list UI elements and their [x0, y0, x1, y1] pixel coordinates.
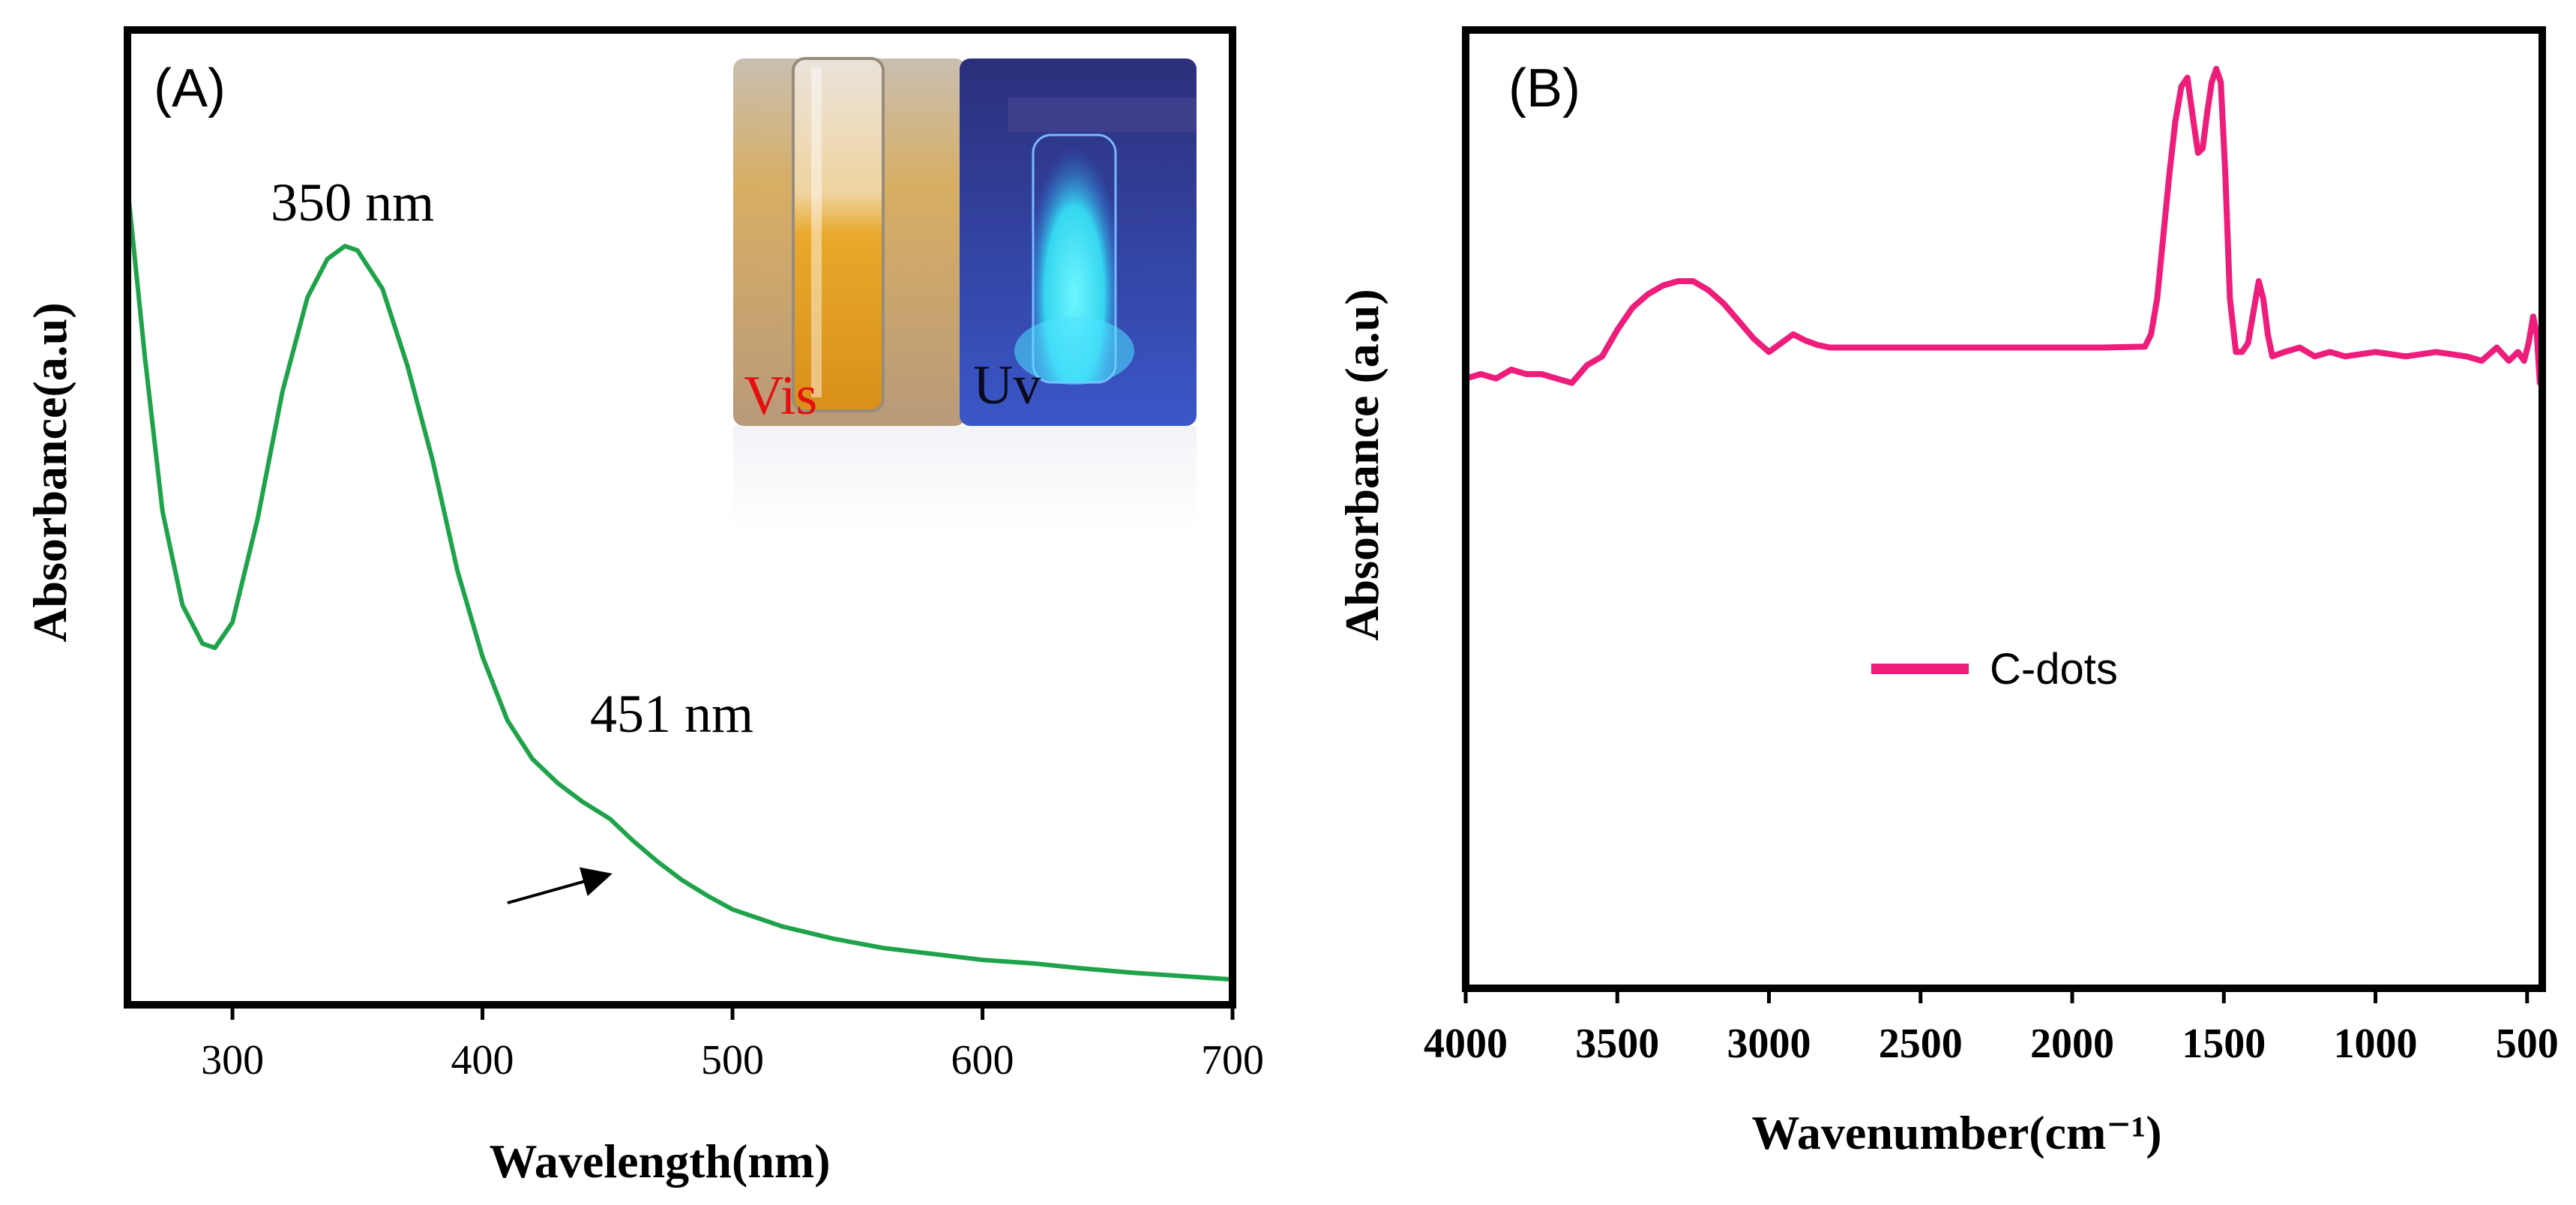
uv-holder-bar [1008, 97, 1197, 132]
x-tick-label-2000: 2000 [2030, 1021, 2114, 1067]
ftir-c-dots-line-0 [1463, 65, 2543, 386]
legend-label-c-dots: C-dots [1990, 645, 2118, 694]
y-axis-label-b: Absorbance (a.u) [1335, 289, 1388, 640]
x-axis-label-a: Wavelength(nm) [489, 1135, 830, 1188]
panel-a-label: (A) [154, 58, 226, 118]
vis-label: Vis [744, 365, 817, 427]
legend-b: C-dots [1871, 645, 2118, 694]
panel-b: (B) 4000 3500 3000 2500 2000 1500 1000 500 Wave… [1335, 26, 2559, 1159]
x-tick-label-700: 700 [1201, 1037, 1264, 1084]
inset-reflection-fade [733, 426, 1197, 531]
vis-tube-highlight [811, 67, 822, 397]
x-axis-ticks-a: 300 400 500 600 700 [201, 1005, 1264, 1084]
plot-frame-a [124, 26, 1236, 1009]
x-tick-label-3500: 3500 [1575, 1021, 1659, 1067]
shoulder-arrow [507, 867, 613, 905]
x-tick-label-500: 500 [2496, 1021, 2559, 1067]
y-axis-label-a: Absorbance(a.u) [23, 302, 76, 642]
peak-annotation-350: 350 nm [271, 172, 434, 232]
plot-area-b [1463, 65, 2543, 386]
x-tick-label-1500: 1500 [2182, 1021, 2266, 1067]
uv-tube-glow [1014, 317, 1134, 385]
vis-test-tube [792, 57, 885, 412]
x-tick-label-600: 600 [951, 1037, 1014, 1084]
plot-frame-b [1462, 26, 2546, 992]
panel-a: (A) Vis Uv 300 400 500 600 700 Wavelength(nm… [23, 26, 1264, 1188]
x-tick-label-400: 400 [451, 1037, 514, 1084]
x-tick-label-2500: 2500 [1879, 1021, 1963, 1067]
x-tick-label-300: 300 [201, 1037, 264, 1084]
x-axis-ticks-b: 4000 3500 3000 2500 2000 1500 1000 500 [1424, 988, 2559, 1067]
plot-area-a [125, 184, 1235, 982]
panel-b-label: (B) [1508, 58, 1580, 118]
x-axis-label-b: Wavenumber(cm⁻¹) [1751, 1106, 2161, 1159]
x-tick-label-3000: 3000 [1727, 1021, 1811, 1067]
inset-photo: Vis Uv [733, 57, 1197, 531]
x-tick-label-500: 500 [701, 1037, 764, 1084]
x-tick-label-1000: 1000 [2334, 1021, 2418, 1067]
x-tick-label-4000: 4000 [1424, 1021, 1508, 1067]
shoulder-annotation-451: 451 nm [590, 684, 753, 744]
absorbance-uvvis-line-0 [125, 184, 1235, 982]
uv-label: Uv [973, 355, 1041, 416]
